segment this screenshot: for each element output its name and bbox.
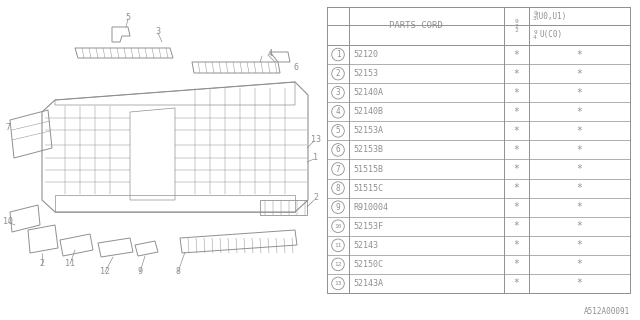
Text: 5: 5	[336, 126, 340, 135]
Text: 7: 7	[336, 164, 340, 173]
Text: *: *	[513, 278, 520, 288]
Text: *: *	[513, 202, 520, 212]
Text: 52120: 52120	[353, 50, 378, 59]
Text: *: *	[513, 50, 520, 60]
Text: 9: 9	[336, 203, 340, 212]
Text: 52150C: 52150C	[353, 260, 383, 269]
Text: 52143A: 52143A	[353, 279, 383, 288]
Text: A512A00091: A512A00091	[584, 308, 630, 316]
Text: 52153: 52153	[353, 69, 378, 78]
Text: *: *	[577, 221, 582, 231]
Text: *: *	[577, 183, 582, 193]
Text: 4: 4	[336, 107, 340, 116]
Text: 9
3: 9 3	[533, 11, 537, 21]
Text: 11: 11	[65, 260, 75, 268]
Text: *: *	[577, 68, 582, 79]
Text: *: *	[577, 260, 582, 269]
Text: *: *	[577, 164, 582, 174]
Text: 9
4: 9 4	[533, 30, 537, 40]
Text: 3: 3	[336, 88, 340, 97]
Text: *: *	[513, 221, 520, 231]
Text: 12: 12	[334, 262, 342, 267]
Text: 11: 11	[334, 243, 342, 248]
Text: 6: 6	[294, 63, 298, 73]
Text: *: *	[513, 126, 520, 136]
Text: 3: 3	[156, 28, 161, 36]
Text: 10: 10	[334, 224, 342, 229]
Text: *: *	[577, 278, 582, 288]
Text: 2: 2	[336, 69, 340, 78]
Text: 12: 12	[100, 268, 110, 276]
Text: *: *	[513, 107, 520, 117]
Text: 52153B: 52153B	[353, 145, 383, 155]
Text: (U0,U1): (U0,U1)	[535, 12, 567, 20]
Text: *: *	[513, 88, 520, 98]
Text: 52140A: 52140A	[353, 88, 383, 97]
Text: 51515B: 51515B	[353, 164, 383, 173]
Text: *: *	[577, 88, 582, 98]
Text: 52143: 52143	[353, 241, 378, 250]
Text: *: *	[513, 183, 520, 193]
Text: 52153F: 52153F	[353, 222, 383, 231]
Text: 7: 7	[6, 124, 10, 132]
Text: PARTS CORD: PARTS CORD	[388, 21, 442, 30]
Text: *: *	[577, 107, 582, 117]
Text: 5: 5	[125, 13, 131, 22]
Text: 6: 6	[336, 145, 340, 155]
Text: *: *	[577, 202, 582, 212]
Text: 2: 2	[40, 260, 45, 268]
Text: 9
2
2: 9 2 2	[515, 19, 518, 33]
Text: *: *	[577, 50, 582, 60]
Text: *: *	[513, 260, 520, 269]
Text: *: *	[513, 240, 520, 250]
Text: 2: 2	[314, 194, 319, 203]
Text: 52140B: 52140B	[353, 107, 383, 116]
Text: *: *	[513, 145, 520, 155]
Text: 1: 1	[336, 50, 340, 59]
Text: 52153A: 52153A	[353, 126, 383, 135]
Text: *: *	[577, 126, 582, 136]
Text: 4: 4	[268, 50, 273, 59]
Text: 13: 13	[311, 135, 321, 145]
Text: *: *	[577, 145, 582, 155]
Text: *: *	[513, 164, 520, 174]
Text: 8: 8	[175, 268, 180, 276]
Text: 10: 10	[3, 218, 13, 227]
Text: 51515C: 51515C	[353, 184, 383, 193]
Text: 9: 9	[138, 268, 143, 276]
Bar	[327, 7, 630, 293]
Text: 8: 8	[336, 184, 340, 193]
Text: R910004: R910004	[353, 203, 388, 212]
Text: 13: 13	[334, 281, 342, 286]
Text: U(C0): U(C0)	[540, 30, 563, 39]
Text: *: *	[513, 68, 520, 79]
Text: 1: 1	[314, 154, 319, 163]
Text: *: *	[577, 240, 582, 250]
